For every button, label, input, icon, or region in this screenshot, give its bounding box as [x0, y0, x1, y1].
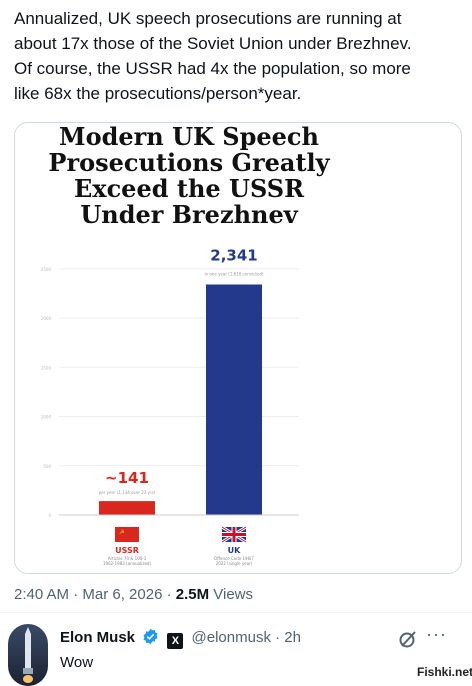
tweet-text: Annualized, UK speech prosecutions are r…	[14, 6, 466, 106]
ussr-flag-icon	[115, 527, 139, 542]
y-tick-label: 500	[43, 464, 51, 469]
tweet-text-line: like 68x the prosecutions/person*year.	[14, 84, 302, 103]
x-tick-sublabel: Offence Code 196I7	[214, 556, 254, 561]
bar-uk	[206, 284, 262, 515]
chart-title: Prosecutions Greatly	[48, 148, 330, 177]
more-options-icon[interactable]: ···	[426, 624, 447, 644]
tweet-media[interactable]: Modern UK Speech Prosecutions Greatly Ex…	[14, 122, 462, 574]
x-tick-sublabel: 1962-1983 (annualized)	[103, 561, 151, 566]
views-label: Views	[209, 586, 254, 603]
bar-chart: Modern UK Speech Prosecutions Greatly Ex…	[41, 123, 331, 566]
grok-icon[interactable]	[398, 629, 418, 649]
tweet-text-line: Of course, the USSR had 4x the populatio…	[14, 59, 411, 78]
chart-title: Modern UK Speech	[59, 123, 319, 151]
tweet-meta: 2:40 AM · Mar 6, 2026 · 2.5M Views	[14, 586, 253, 603]
reply-text: Wow	[60, 654, 94, 671]
data-sublabel: in one year (1,616 convicted)	[204, 272, 264, 277]
tweet-text-line: Annualized, UK speech prosecutions are r…	[14, 9, 402, 28]
chart-title: Under Brezhnev	[80, 200, 298, 229]
bar-ussr	[99, 501, 155, 515]
avatar[interactable]	[8, 624, 48, 686]
x-tick-label: UK	[228, 546, 241, 555]
x-tick-sublabel: 2022 (single year)	[216, 561, 253, 566]
uk-flag-cross	[232, 527, 236, 542]
tweet-text-line: about 17x those of the Soviet Union unde…	[14, 34, 412, 53]
x-tick-label: USSR	[115, 546, 139, 555]
y-tick-label: 1500	[41, 365, 52, 370]
watermark: Fishki.net	[414, 664, 472, 680]
author-name[interactable]: Elon Musk	[60, 629, 136, 646]
x-tick-sublabel: Articles 70 & 190-1	[108, 556, 147, 561]
y-tick-label: 0	[48, 513, 51, 518]
hammer-sickle-icon: ☭	[119, 529, 124, 536]
data-label: 2,341	[210, 247, 257, 265]
chart-title: Exceed the USSR	[74, 174, 305, 203]
verified-badge-icon	[143, 628, 158, 645]
data-sublabel: per year (1,134 over 23 yrs)	[99, 490, 156, 495]
views-count: 2.5M	[175, 586, 210, 603]
plot-area: 0 500 1000 1500 2000 2500 ~141 per year (1,134 …	[41, 247, 299, 566]
y-tick-label: 1000	[41, 415, 52, 420]
reply-tweet[interactable]: Elon Musk X @elonmusk · 2h Wow ···	[0, 616, 472, 686]
author-handle[interactable]: @elonmusk · 2h	[191, 629, 301, 646]
rocket-icon	[23, 627, 33, 683]
timestamp[interactable]: 2:40 AM · Mar 6, 2026 ·	[14, 586, 176, 603]
divider	[0, 612, 472, 613]
chart-image: Modern UK Speech Prosecutions Greatly Ex…	[15, 123, 461, 573]
y-tick-label: 2000	[41, 316, 52, 321]
reply-header: Elon Musk X @elonmusk · 2h	[60, 628, 301, 649]
x-affiliate-badge-icon: X	[167, 633, 184, 649]
data-label: ~141	[105, 469, 149, 487]
y-tick-label: 2500	[41, 267, 52, 272]
